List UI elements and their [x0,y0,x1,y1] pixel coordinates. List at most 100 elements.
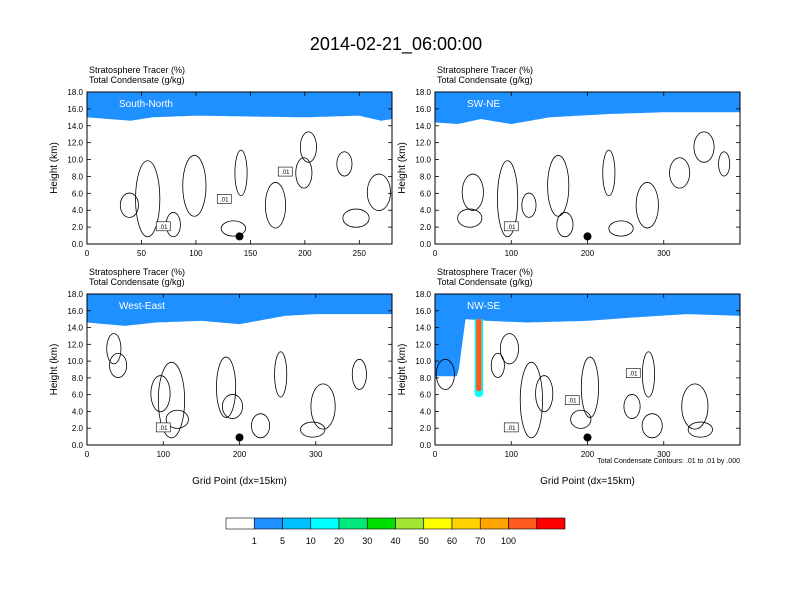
y-axis-label: Height (km) [49,344,60,396]
condensate-contour [435,358,455,390]
condensate-contour [299,131,317,163]
condensate-contour [182,155,207,217]
legend-label: 40 [390,536,400,546]
condensate-contour [216,356,237,418]
y-tick-label: 14.0 [67,122,83,131]
contour-label-box [277,166,293,177]
y-tick-label: 6.0 [72,189,84,198]
y-tick-label: 14.0 [415,122,431,131]
x-tick-label: 100 [505,249,519,258]
legend-swatch [225,517,255,530]
condensate-contour [366,173,391,211]
panel-subtitle-tracer: Stratosphere Tracer (%) [437,267,533,277]
y-tick-label: 6.0 [420,391,432,400]
panel-south-north: Stratosphere Tracer (%)Total Condensate … [49,65,393,258]
contour-label: .01 [629,372,638,378]
x-tick-label: 100 [157,450,171,459]
y-axis-label: Height (km) [397,344,408,396]
y-tick-label: 2.0 [72,424,84,433]
y-tick-label: 4.0 [420,206,432,215]
y-tick-label: 0.0 [72,441,84,450]
panel-sw-ne: Stratosphere Tracer (%)Total Condensate … [397,65,741,258]
condensate-contour [264,182,287,229]
legend-label: 100 [501,536,516,546]
panel-subtitle-tracer: Stratosphere Tracer (%) [437,65,533,75]
condensate-contour [109,352,128,378]
x-tick-label: 200 [581,249,595,258]
x-tick-label: 300 [309,450,323,459]
condensate-contour [580,356,599,418]
condensate-contour [150,375,171,413]
condensate-contour [457,208,483,228]
condensate-contour [135,160,161,238]
legend-swatch [366,517,396,530]
condensate-contour [234,149,248,197]
legend-swatch [395,517,425,530]
condensate-contour [556,212,574,238]
condensate-contour [165,409,189,429]
legend-swatch [423,517,453,530]
tracer-band-0 [435,294,740,377]
condensate-contour [351,358,367,390]
condensate-contour [608,220,634,237]
condensate-contour [336,151,353,177]
panel-subtitle-condensate: Total Condensate (g/kg) [437,75,533,85]
panel-label: SW-NE [467,99,500,110]
condensate-contour [535,375,554,413]
x-tick-label: 50 [137,249,146,258]
contour-label-box [216,194,232,204]
condensate-contour [106,333,122,365]
condensate-contour [490,352,505,378]
legend-label: 50 [419,536,429,546]
x-tick-label: 0 [85,450,90,459]
contour-label-box [503,422,519,433]
condensate-contour [718,151,731,177]
legend-swatch [338,517,368,530]
x-tick-label: 150 [244,249,258,258]
condensate-contour [681,383,709,430]
y-tick-label: 8.0 [72,374,84,383]
x-tick-label: 200 [581,450,595,459]
panel-subtitle-tracer: Stratosphere Tracer (%) [89,65,185,75]
y-tick-label: 18.0 [415,290,431,299]
condensate-contour [274,351,288,398]
y-tick-label: 0.0 [72,240,84,249]
condensate-contour [570,409,592,429]
legend-swatch [451,517,481,530]
contour-label-box [564,395,580,406]
panel-label: West-East [119,301,165,312]
condensate-contour [221,394,243,419]
y-tick-label: 8.0 [420,172,432,181]
condensate-contour [119,192,139,218]
location-marker [235,433,244,442]
panel-nw-se: Stratosphere Tracer (%)Total Condensate … [397,267,741,487]
y-tick-label: 0.0 [420,441,432,450]
x-tick-label: 300 [657,450,671,459]
condensate-contour [295,157,313,189]
y-tick-label: 4.0 [72,206,84,215]
color-legend: 1 5 10 20 30 40 50 60 70 100 [225,517,566,546]
y-tick-label: 18.0 [415,88,431,97]
condensate-contour [602,149,616,197]
legend-swatch [253,517,283,530]
y-tick-label: 16.0 [67,105,83,114]
condensate-contour [251,413,271,439]
y-tick-label: 4.0 [72,407,84,416]
x-tick-label: 100 [189,249,203,258]
y-tick-label: 8.0 [420,374,432,383]
contour-label: .01 [220,197,229,203]
contour-label: .01 [281,170,290,176]
x-tick-label: 0 [85,249,90,258]
y-axis-label: Height (km) [397,142,408,194]
legend-label: 60 [447,536,457,546]
y-axis-label: Height (km) [49,142,60,194]
condensate-contour [220,220,246,237]
y-tick-label: 14.0 [67,324,83,333]
y-tick-label: 12.0 [415,139,431,148]
condensate-contour [519,361,543,439]
y-tick-label: 18.0 [67,88,83,97]
panel-subtitle-condensate: Total Condensate (g/kg) [89,277,185,287]
y-tick-label: 16.0 [67,307,83,316]
legend-swatch [282,517,312,530]
y-tick-label: 10.0 [415,357,431,366]
